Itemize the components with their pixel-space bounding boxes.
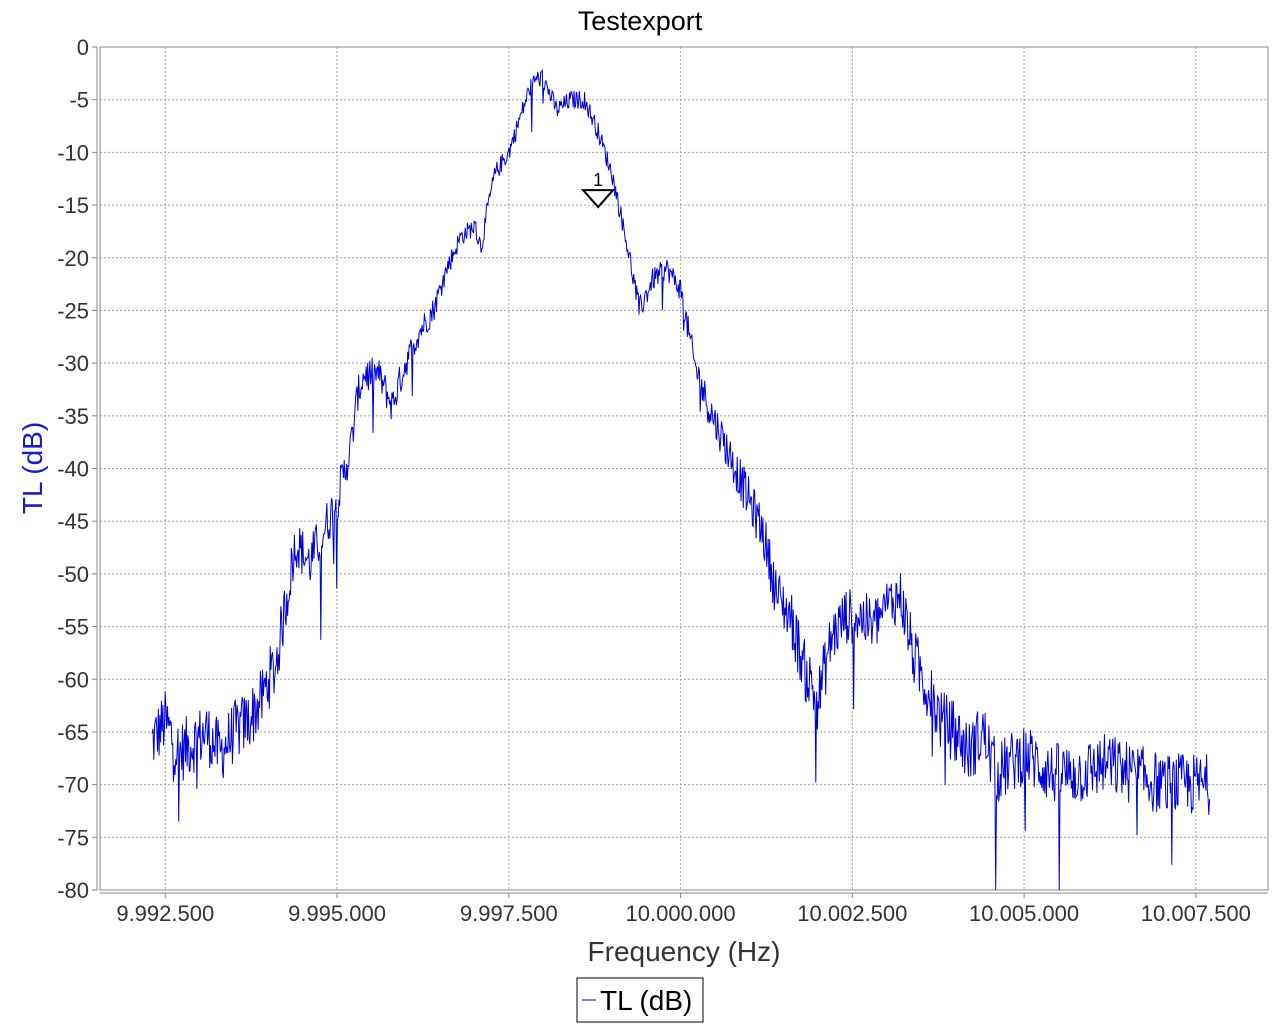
y-tick-label: -45 [57,509,89,534]
y-tick-label: -40 [57,457,89,482]
y-tick-label: -75 [57,825,89,850]
y-tick-label: -60 [57,667,89,692]
legend: TL (dB) [576,977,704,1023]
y-axis-label: TL (dB) [17,422,48,514]
x-tick-label: 10.000.000 [626,901,736,926]
x-tick-label: 10.007.500 [1141,901,1251,926]
y-tick-label: -35 [57,404,89,429]
y-tick-label: -20 [57,246,89,271]
y-tick-labels: 0 -5 -10 -15 -20 -25 -30 -35 -40 -45 -50 -55 -60 -65 -… [57,35,89,903]
x-tick-label: 9.995.000 [288,901,386,926]
plot-area-border [99,46,1269,891]
y-tick-label: -10 [57,140,89,165]
y-tick-label: -5 [69,88,89,113]
y-tick-label: 0 [77,35,89,60]
chart-title: Testexport [578,6,703,36]
y-tick-label: -15 [57,193,89,218]
x-tick-label: 10.005.000 [969,901,1079,926]
y-tick-label: -65 [57,720,89,745]
marker-1: 1 [580,170,616,209]
x-tick-label: 9.992.500 [116,901,214,926]
x-tick-label: 9.997.500 [460,901,558,926]
y-tick-label: -30 [57,351,89,376]
y-tick-label: -80 [57,878,89,903]
legend-entry-tl-db: TL (dB) [600,985,692,1016]
x-axis-label: Frequency (Hz) [588,936,781,967]
y-tick-label: -50 [57,562,89,587]
legend-box [576,977,704,1023]
series-line-tl-db [151,68,1211,890]
x-axis [100,892,1268,898]
marker-label: 1 [593,170,603,190]
x-tick-label: 10.002.500 [797,901,907,926]
y-tick-label: -55 [57,615,89,640]
x-tick-labels: 9.992.500 9.995.000 9.997.500 10.000.000 10.… [116,901,1251,926]
y-tick-label: -70 [57,773,89,798]
marker-triangle-icon [580,189,616,209]
y-axis [92,46,98,891]
y-tick-label: -25 [57,298,89,323]
